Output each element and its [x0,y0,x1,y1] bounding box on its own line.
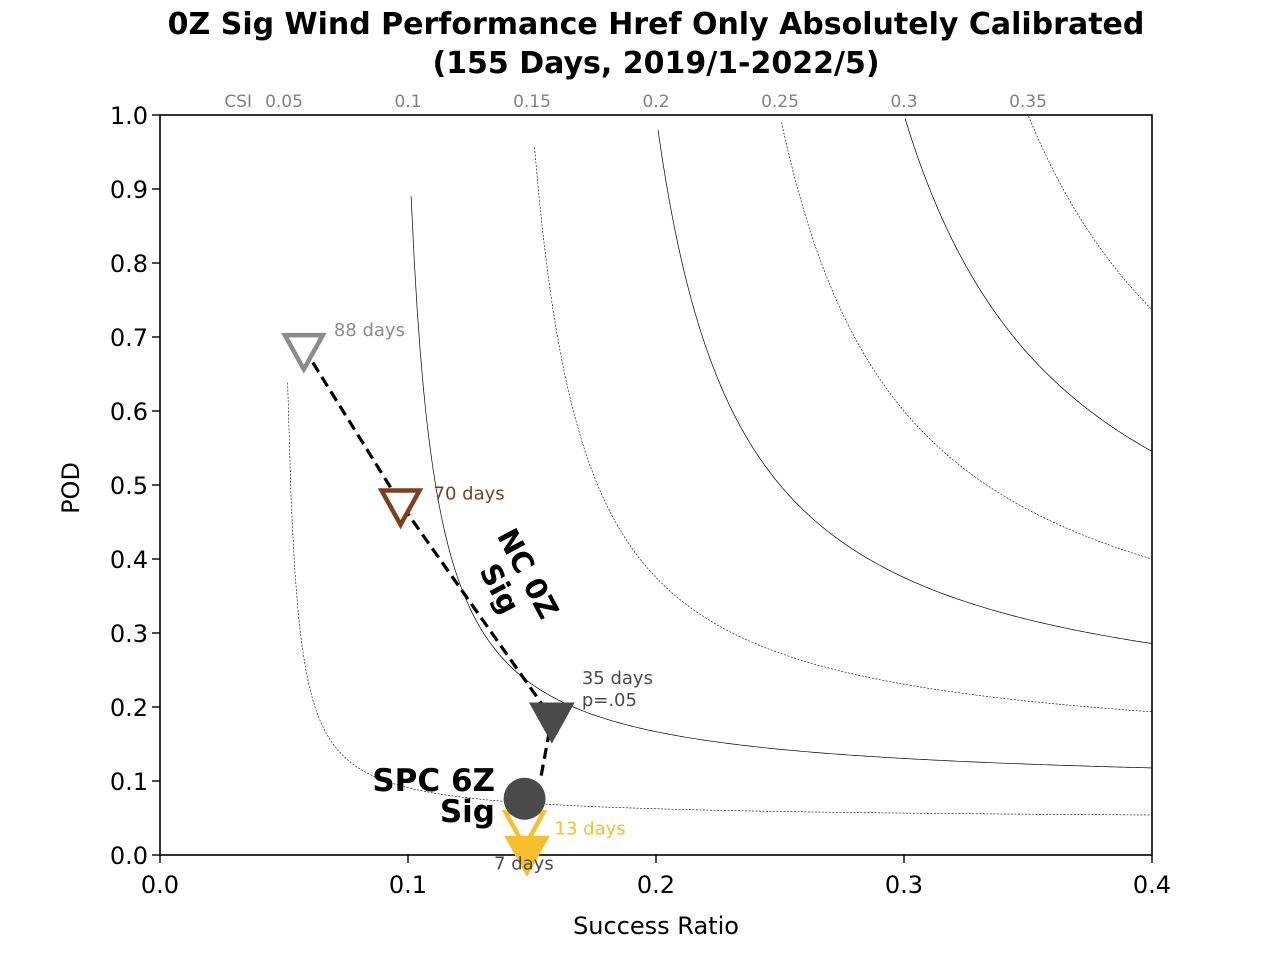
reference-point-marker [503,777,546,820]
chart-title-line-1: 0Z Sig Wind Performance Href Only Absolu… [168,7,1145,42]
x-tick-label: 0.0 [141,871,179,899]
csi-curve [410,196,1153,769]
csi-contours [287,116,1153,816]
csi-curve [287,382,1153,816]
data-point-marker [377,488,424,530]
csi-prefix-label: CSI [224,92,252,112]
y-axis-label: POD [57,462,85,514]
data-point-label: 35 days [582,668,653,689]
y-axis: 0.0 0.1 0.2 0.3 0.4 0.5 0.6 0.7 0.8 0.9 1.0 [110,102,160,870]
x-tick-label: 0.3 [885,871,923,899]
y-tick-label: 0.9 [110,176,148,204]
csi-curve [781,122,1153,560]
x-axis-label: Success Ratio [573,912,739,940]
reference-label-line-2: Sig [440,794,495,830]
y-tick-label: 0.2 [110,694,148,722]
data-point-label: p=.05 [582,690,637,711]
y-tick-label: 0.6 [110,398,148,426]
data-point-label: 13 days [555,818,626,839]
y-tick-label: 0.0 [110,842,148,870]
data-point-label: 70 days [434,484,505,505]
y-tick-label: 0.8 [110,250,148,278]
x-tick-label: 0.2 [637,871,675,899]
plot-frame [159,114,1153,856]
csi-label: 0.35 [1009,92,1047,112]
chart-title-line-2: (155 Days, 2019/1-2022/5) [432,46,879,81]
curve-annotation: NC 0Z Sig [473,523,566,624]
y-tick-label: 0.1 [110,768,148,796]
y-tick-label: 1.0 [110,102,148,130]
csi-label: 0.25 [761,92,799,112]
data-point-label: 7 days [494,853,554,874]
y-tick-label: 0.7 [110,324,148,352]
csi-curve [1028,116,1153,310]
x-tick-label: 0.1 [389,871,427,899]
reference-label-line-1: SPC 6Z [372,763,495,799]
y-tick-label: 0.4 [110,546,148,574]
csi-curve [534,147,1153,713]
csi-curve [904,118,1153,452]
csi-label: 0.05 [265,92,303,112]
data-point-marker [528,702,575,744]
csi-label: 0.2 [642,92,669,112]
series-line [302,347,554,780]
csi-label: 0.15 [513,92,551,112]
csi-curve [657,129,1153,644]
csi-label: 0.1 [394,92,421,112]
y-tick-label: 0.5 [110,472,148,500]
data-point-marker [504,835,550,877]
x-tick-label: 0.4 [1133,871,1171,899]
data-point-label: 88 days [334,320,405,341]
data-point-marker [281,332,327,374]
y-tick-label: 0.3 [110,620,148,648]
csi-labels: CSI 0.05 0.1 0.15 0.2 0.25 0.3 0.35 [224,92,1047,112]
x-axis: 0.0 0.1 0.2 0.3 0.4 [141,855,1171,899]
csi-label: 0.3 [890,92,917,112]
